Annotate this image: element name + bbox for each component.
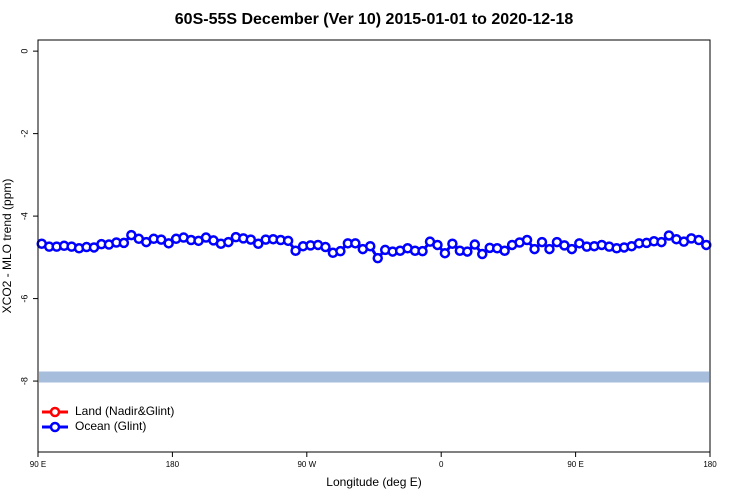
legend-label: Land (Nadir&Glint)	[75, 404, 174, 418]
data-point	[335, 245, 346, 257]
legend-label: Ocean (Glint)	[75, 419, 146, 433]
x-axis-label: Longitude (deg E)	[326, 475, 421, 489]
data-point	[499, 245, 510, 256]
x-tick-label: 180	[166, 460, 180, 469]
data-point	[350, 238, 361, 249]
x-tick-label: 0	[439, 460, 444, 469]
y-tick-label: 0	[19, 49, 29, 54]
data-point	[163, 238, 174, 249]
data-point	[365, 240, 376, 252]
data-point	[432, 239, 443, 251]
data-point	[529, 243, 540, 255]
data-point	[282, 235, 294, 247]
data-point	[417, 245, 428, 257]
x-tick-label: 90 E	[567, 460, 583, 469]
data-point	[544, 243, 555, 255]
legend-marker	[49, 421, 61, 433]
x-tick-label: 180	[703, 460, 717, 469]
data-point	[566, 243, 578, 255]
data-point	[223, 236, 234, 248]
data-point	[469, 239, 481, 250]
data-point	[693, 234, 705, 246]
legend-marker	[49, 406, 61, 418]
x-tick-label: 90 E	[30, 460, 46, 469]
data-point	[656, 236, 667, 248]
x-tick-label: 90 W	[297, 460, 316, 469]
data-point	[372, 252, 383, 264]
data-point	[462, 246, 473, 257]
y-tick-label: -8	[19, 377, 29, 385]
data-point	[320, 241, 331, 253]
data-point	[439, 247, 451, 259]
data-point	[253, 238, 264, 249]
y-tick-label: -4	[19, 212, 29, 220]
y-tick-label: -2	[19, 130, 29, 138]
chart-title: 60S-55S December (Ver 10) 2015-01-01 to …	[175, 11, 574, 28]
data-point	[536, 236, 548, 248]
data-point	[245, 234, 257, 245]
plot-area: 0 -2 -4 -6 -8 90 E 180 90 W 0 90 E 180 Land (Nadir&…	[19, 49, 717, 469]
plot-frame	[37, 39, 711, 453]
data-point	[290, 245, 301, 256]
data-point	[477, 248, 488, 260]
y-axis-label: XCO2 - MLO trend (ppm)	[0, 179, 14, 314]
data-point	[521, 234, 533, 246]
data-point	[447, 238, 458, 249]
data-point	[118, 237, 130, 249]
y-tick-label: -6	[19, 295, 29, 303]
data-point	[701, 239, 712, 251]
